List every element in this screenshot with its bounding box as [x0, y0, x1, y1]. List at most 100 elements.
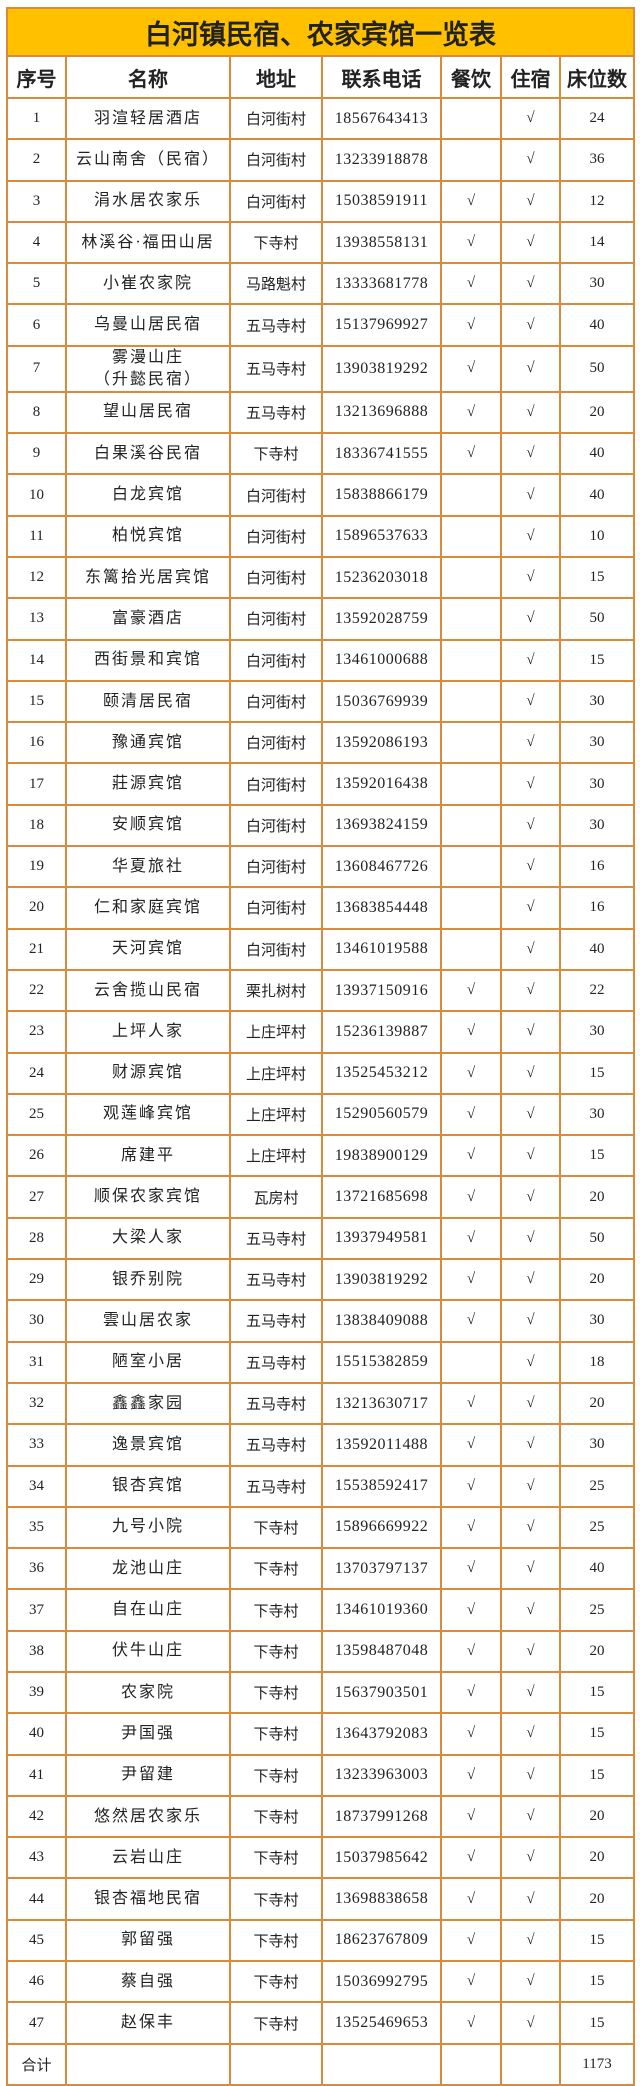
cell-index: 10 — [6, 473, 67, 517]
cell-phone: 13233963003 — [321, 1753, 442, 1797]
cell-beds: 40 — [558, 1547, 636, 1591]
cell-name: 席建平 — [65, 1134, 231, 1178]
cell-name: 乌曼山居民宿 — [65, 303, 231, 347]
cell-name: 云岩山庄 — [65, 1836, 231, 1880]
col-header-name: 名称 — [65, 55, 231, 99]
cell-phone: 15896537633 — [321, 514, 442, 558]
cell-dining: √ — [440, 1505, 502, 1550]
cell-lodging: √ — [500, 1670, 561, 1715]
cell-index: 9 — [6, 432, 67, 476]
cell-beds: 20 — [558, 390, 636, 435]
cell-phone: 13938558131 — [321, 220, 442, 265]
table-row: 25 观莲峰宾馆 上庄坪村 15290560579 √ √ 30 — [6, 1092, 636, 1137]
cell-lodging: √ — [500, 1629, 561, 1673]
cell-lodging: √ — [500, 886, 561, 930]
cell-phone: 13693824159 — [321, 803, 442, 848]
cell-beds: 15 — [558, 638, 636, 682]
cell-dining: √ — [440, 1753, 502, 1797]
cell-phone: 13703797137 — [321, 1547, 442, 1591]
table-row: 46 蔡自强 下寺村 15036992795 √ √ 15 — [6, 1960, 636, 2004]
cell-dining — [440, 1340, 502, 1384]
cell-dining: √ — [440, 1175, 502, 1219]
cell-lodging: √ — [500, 432, 561, 476]
cell-address: 白河街村 — [229, 803, 323, 848]
cell-address: 五马寺村 — [229, 1381, 323, 1426]
cell-index: 5 — [6, 262, 67, 306]
cell-lodging: √ — [500, 1836, 561, 1880]
empty-cell — [500, 2042, 561, 2086]
cell-address: 瓦房村 — [229, 1175, 323, 1219]
cell-index: 46 — [6, 1960, 67, 2004]
cell-dining: √ — [440, 1712, 502, 1756]
empty-cell — [440, 2042, 502, 2086]
cell-dining: √ — [440, 1629, 502, 1673]
cell-address: 马路魁村 — [229, 262, 323, 306]
cell-phone: 15036992795 — [321, 1960, 442, 2004]
cell-phone: 18623767809 — [321, 1918, 442, 1963]
cell-address: 下寺村 — [229, 1836, 323, 1880]
cell-phone: 15137969927 — [321, 303, 442, 347]
cell-address: 白河街村 — [229, 96, 323, 141]
cell-address: 五马寺村 — [229, 1464, 323, 1508]
cell-lodging: √ — [500, 179, 561, 223]
cell-phone: 13333681778 — [321, 262, 442, 306]
cell-name: 望山居民宿 — [65, 390, 231, 435]
cell-lodging: √ — [500, 721, 561, 765]
cell-lodging: √ — [500, 597, 561, 641]
cell-address: 栗扎树村 — [229, 968, 323, 1013]
cell-dining: √ — [440, 1794, 502, 1839]
cell-beds: 40 — [558, 432, 636, 476]
cell-dining — [440, 679, 502, 724]
cell-address: 下寺村 — [229, 2001, 323, 2045]
total-row: 合计 1173 — [6, 2042, 636, 2086]
table-row: 31 陋室小居 五马寺村 15515382859 √ 18 — [6, 1340, 636, 1384]
cell-beds: 20 — [558, 1175, 636, 1219]
cell-dining — [440, 762, 502, 806]
cell-lodging: √ — [500, 303, 561, 347]
cell-address: 白河街村 — [229, 927, 323, 971]
total-beds: 1173 — [558, 2042, 636, 2086]
cell-lodging: √ — [500, 555, 561, 600]
table-row: 23 上坪人家 上庄坪村 15236139887 √ √ 30 — [6, 1010, 636, 1054]
cell-phone: 18737991268 — [321, 1794, 442, 1839]
cell-lodging: √ — [500, 1216, 561, 1261]
cell-phone: 13698838658 — [321, 1877, 442, 1921]
cell-dining: √ — [440, 432, 502, 476]
cell-index: 13 — [6, 597, 67, 641]
cell-beds: 15 — [558, 1753, 636, 1797]
cell-beds: 15 — [558, 1134, 636, 1178]
table-row: 14 西街景和宾馆 白河街村 13461000688 √ 15 — [6, 638, 636, 682]
cell-phone: 13592086193 — [321, 721, 442, 765]
cell-address: 白河街村 — [229, 845, 323, 889]
cell-name: 天河宾馆 — [65, 927, 231, 971]
table-row: 11 柏悦宾馆 白河街村 15896537633 √ 10 — [6, 514, 636, 558]
col-header-dining: 餐饮 — [440, 55, 502, 99]
cell-index: 34 — [6, 1464, 67, 1508]
table-row: 19 华夏旅社 白河街村 13608467726 √ 16 — [6, 845, 636, 889]
cell-address: 白河街村 — [229, 473, 323, 517]
cell-name: 小崔农家院 — [65, 262, 231, 306]
cell-index: 30 — [6, 1299, 67, 1343]
cell-beds: 20 — [558, 1836, 636, 1880]
cell-lodging: √ — [500, 1877, 561, 1921]
cell-beds: 20 — [558, 1258, 636, 1302]
cell-beds: 25 — [558, 1464, 636, 1508]
cell-beds: 16 — [558, 845, 636, 889]
cell-name: 伏牛山庄 — [65, 1629, 231, 1673]
cell-dining — [440, 514, 502, 558]
table-row: 41 尹留建 下寺村 13233963003 √ √ 15 — [6, 1753, 636, 1797]
cell-lodging: √ — [500, 1175, 561, 1219]
cell-name: 龙池山庄 — [65, 1547, 231, 1591]
cell-address: 下寺村 — [229, 432, 323, 476]
cell-lodging: √ — [500, 514, 561, 558]
cell-dining — [440, 96, 502, 141]
cell-beds: 15 — [558, 555, 636, 600]
cell-beds: 30 — [558, 1299, 636, 1343]
cell-phone: 15896669922 — [321, 1505, 442, 1550]
cell-index: 36 — [6, 1547, 67, 1591]
cell-dining: √ — [440, 179, 502, 223]
cell-index: 18 — [6, 803, 67, 848]
cell-beds: 15 — [558, 1712, 636, 1756]
table-row: 37 自在山庄 下寺村 13461019360 √ √ 25 — [6, 1588, 636, 1632]
cell-address: 下寺村 — [229, 1960, 323, 2004]
